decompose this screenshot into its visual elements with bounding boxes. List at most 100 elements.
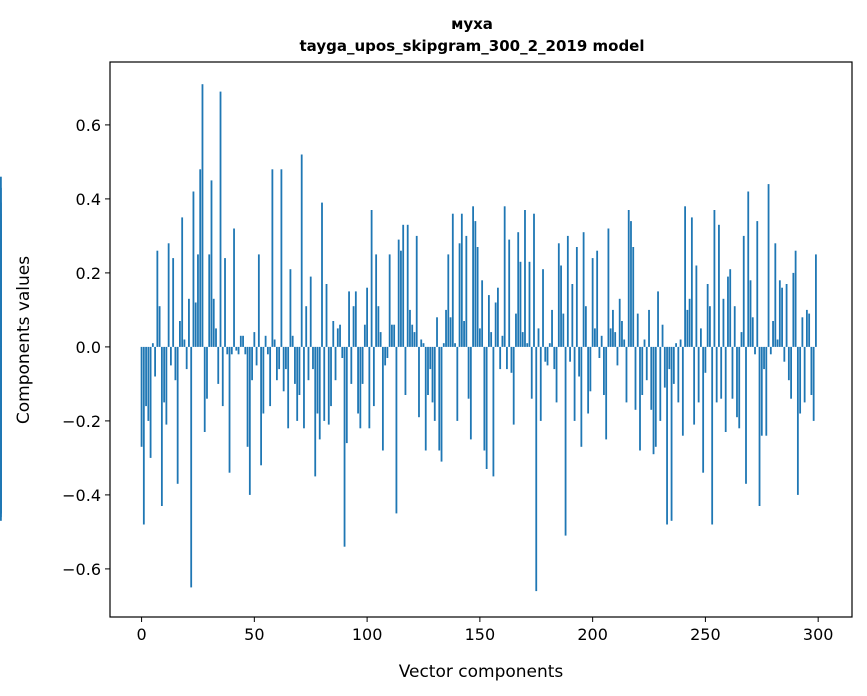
bar [406,224,409,347]
bar [738,346,741,429]
bar [368,346,371,429]
bar [366,287,368,347]
bar [481,280,484,347]
bar [172,258,175,347]
bar [154,346,156,377]
bar [465,235,468,347]
bar [706,284,709,347]
bar [201,84,204,347]
bar [169,346,172,366]
bar [553,346,556,370]
bar [693,346,696,425]
bar [535,346,538,592]
bar [582,232,585,347]
x-axis-label: Vector components [399,662,564,682]
bar [503,206,506,347]
bar [675,343,677,347]
bar [298,346,301,395]
bar [415,235,418,347]
bar [235,346,238,351]
bars-group [0,84,817,592]
bar [492,346,495,477]
bar [377,306,380,347]
bar [724,346,727,432]
bar [709,306,711,347]
bar [339,324,341,347]
bar [686,309,689,347]
bar [402,224,405,347]
bar [515,313,517,347]
bar [451,213,454,347]
bar [160,346,163,506]
bar [0,247,2,347]
bar [627,210,630,347]
bar [221,346,224,407]
bar [174,346,177,381]
y-tick-label: −0.6 [62,560,101,579]
bar [359,346,362,429]
bar [312,346,314,370]
bar [792,272,795,347]
bar [524,210,526,347]
y-tick-label: −0.4 [62,486,101,505]
bar [384,346,387,366]
bar [639,346,641,451]
bar [688,298,691,347]
bar [269,346,272,407]
bar [296,346,299,421]
x-tick-label: 250 [690,625,721,644]
bar [309,276,312,347]
bar [548,343,551,347]
bar [679,339,682,347]
y-axis-label: Components values [14,256,34,424]
bar [203,346,206,432]
bar [354,291,357,347]
bar [262,346,265,414]
bar [684,206,686,347]
bar [472,206,474,347]
bar [372,346,375,407]
bar [140,346,143,447]
bar [690,217,693,347]
bar [815,254,817,347]
bar [183,339,186,347]
bar [244,346,247,355]
bar [391,324,393,347]
bar [539,346,542,421]
bar [695,265,698,347]
x-tick-label: 50 [244,625,264,644]
bar [512,346,515,425]
bar [699,328,702,347]
bar [287,346,290,429]
bar [497,287,499,347]
bar [163,346,166,403]
bar [278,346,281,370]
bar [569,346,571,362]
bar [0,346,2,514]
bar [388,254,391,347]
bar [282,346,285,392]
bar [478,328,481,347]
bar [314,346,317,477]
bar [530,346,533,399]
bar [192,191,195,347]
bar [208,254,211,347]
bar [260,346,262,466]
bar [704,346,707,373]
bar [528,261,531,347]
bar [648,309,650,347]
bar [228,346,231,473]
bar [422,343,425,347]
bar [557,243,560,347]
bar [785,284,788,347]
bar [400,250,402,347]
bar [718,224,720,347]
bar [494,302,497,347]
bar [801,317,804,347]
bar [233,228,235,347]
bar [643,339,646,347]
bar [321,202,323,347]
bar [469,346,472,440]
bar [332,321,335,347]
bar [490,332,493,347]
